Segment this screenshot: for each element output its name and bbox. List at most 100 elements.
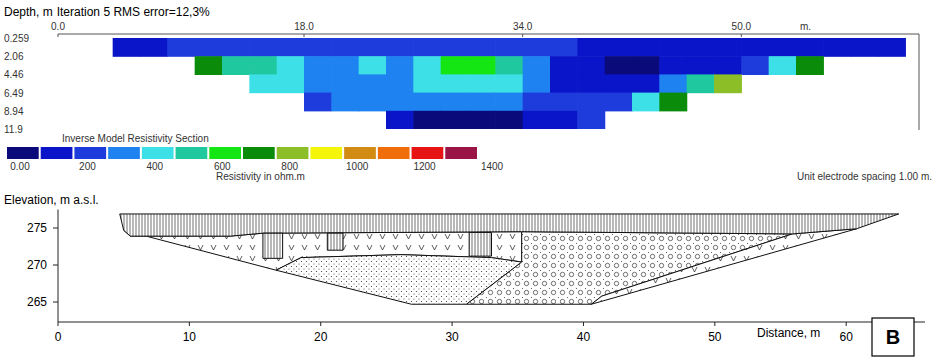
cell — [714, 38, 742, 57]
cell — [523, 111, 551, 129]
cell — [441, 38, 469, 57]
x-tick-label: 40 — [577, 330, 591, 344]
colorbar-swatch — [142, 147, 174, 159]
section-caption: Inverse Model Resistivity Section — [62, 133, 209, 144]
x-tick — [304, 34, 305, 37]
electrode-note: Unit electrode spacing 1.00 m. — [797, 171, 932, 182]
x-tick-label: 34.0 — [513, 21, 533, 32]
x-tick — [741, 34, 742, 37]
cell — [413, 56, 441, 75]
x-axis-line — [58, 322, 925, 323]
y-tick-label: 11.9 — [4, 124, 23, 135]
cell — [359, 93, 387, 112]
cell — [659, 38, 687, 57]
colorbar-swatch — [209, 147, 241, 159]
cell — [331, 74, 359, 93]
cell — [277, 38, 305, 57]
cell — [304, 56, 332, 75]
colorbar-swatch — [41, 147, 73, 159]
x-tick-label: 50.0 — [732, 21, 752, 32]
x-tick-label: 50 — [708, 330, 722, 344]
cell — [331, 56, 359, 75]
colorbar-swatch — [74, 147, 106, 159]
colorbar-swatch — [378, 147, 410, 159]
geologic-unit — [263, 233, 283, 258]
cell — [468, 38, 496, 57]
cell — [523, 56, 551, 75]
colorbar-swatch — [7, 147, 39, 159]
cell — [386, 38, 414, 57]
x-tick-label: 60 — [840, 330, 854, 344]
cell — [632, 74, 660, 93]
cell — [550, 93, 578, 112]
cell — [441, 93, 469, 112]
y-axis-line — [58, 210, 59, 323]
cell — [495, 111, 523, 129]
cell — [823, 38, 851, 57]
cell — [714, 74, 742, 93]
cell — [632, 56, 660, 75]
cell — [659, 56, 687, 75]
cell — [769, 38, 797, 57]
x-tick-label: 10 — [183, 330, 197, 344]
panel-label: B — [886, 326, 900, 348]
cell — [468, 111, 496, 129]
colorbar-swatch — [277, 147, 309, 159]
y-tick-label: 2.06 — [4, 51, 24, 62]
cell — [113, 38, 141, 57]
y-tick-label: 4.46 — [4, 69, 24, 80]
cell — [304, 38, 332, 57]
cell — [468, 74, 496, 93]
x-tick — [522, 34, 523, 37]
cell — [659, 93, 687, 112]
colorbar-tick-label: 400 — [147, 161, 164, 172]
cell — [468, 56, 496, 75]
cell — [249, 74, 277, 93]
cell — [167, 38, 195, 57]
x-tick — [714, 322, 715, 326]
x-tick-label: 0 — [55, 330, 62, 344]
cell — [441, 74, 469, 93]
cell — [413, 93, 441, 112]
x-tick — [58, 34, 59, 37]
figure: Depth, mIteration 5 RMS error=12,3%0.018… — [0, 0, 943, 361]
cell — [222, 56, 250, 75]
cell — [195, 38, 223, 57]
geologic-unit — [591, 229, 856, 304]
cell — [441, 111, 469, 129]
x-tick-label: 0.0 — [51, 21, 65, 32]
cell — [249, 38, 277, 57]
cell — [550, 111, 578, 129]
cell — [140, 38, 168, 57]
cell — [386, 111, 414, 129]
geologic-unit — [469, 232, 491, 256]
cell — [495, 93, 523, 112]
x-tick — [58, 322, 59, 326]
colorbar-tick-label: 1400 — [481, 161, 504, 172]
cell — [331, 93, 359, 112]
colorbar-tick-label: 0.00 — [10, 161, 30, 172]
cell — [523, 93, 551, 112]
colorbar-tick-label: 1200 — [413, 161, 436, 172]
cells — [113, 38, 906, 129]
cell — [687, 38, 715, 57]
cell — [796, 56, 824, 75]
cell — [359, 38, 387, 57]
cell — [304, 93, 332, 112]
cell — [523, 38, 551, 57]
y-tick-label: 265 — [27, 295, 47, 309]
cell — [577, 111, 605, 129]
y-axis-label: Elevation, m a.s.l. — [4, 193, 99, 207]
x-tick — [583, 322, 584, 326]
cell — [632, 93, 660, 112]
x-tick-label: 20 — [314, 330, 328, 344]
y-tick — [53, 302, 58, 303]
cell — [386, 74, 414, 93]
x-axis-unit: m. — [800, 21, 811, 32]
colorbar-swatch — [310, 147, 342, 159]
cell — [495, 56, 523, 75]
cell — [577, 56, 605, 75]
colorbar-swatch — [344, 147, 376, 159]
cell — [413, 38, 441, 57]
cell — [851, 38, 879, 57]
